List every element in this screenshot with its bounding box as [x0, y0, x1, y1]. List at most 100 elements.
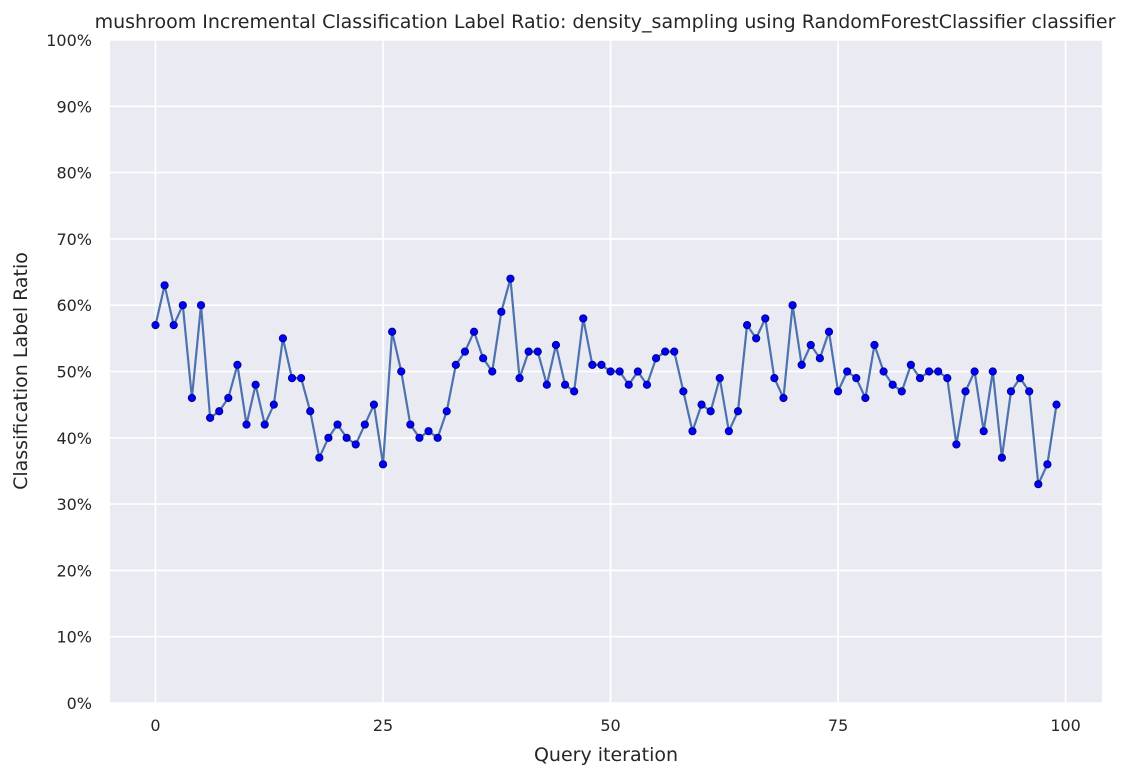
data-point — [542, 380, 551, 389]
data-point — [924, 367, 934, 376]
data-point — [833, 387, 843, 396]
data-point — [679, 387, 688, 396]
data-point — [852, 374, 861, 383]
data-point — [151, 320, 160, 330]
data-point — [979, 427, 988, 436]
y-tick-label: 10% — [56, 628, 92, 647]
data-point — [269, 400, 278, 409]
data-point — [943, 374, 952, 383]
data-point — [187, 393, 197, 403]
y-tick-label: 70% — [56, 230, 92, 249]
data-point — [1043, 460, 1052, 469]
x-tick-label: 0 — [150, 716, 160, 735]
data-point — [278, 334, 288, 343]
data-point — [815, 354, 824, 363]
data-point — [624, 380, 633, 389]
data-point — [233, 360, 242, 369]
x-axis-label: Query iteration — [534, 744, 678, 766]
data-point — [378, 460, 388, 469]
data-point — [178, 301, 187, 310]
data-point — [879, 367, 888, 376]
x-tick-label: 25 — [373, 716, 393, 735]
data-point — [497, 307, 506, 316]
data-point — [206, 413, 215, 423]
grid-lines — [110, 39, 1102, 704]
data-point — [715, 374, 724, 383]
data-point — [360, 420, 369, 429]
data-point — [469, 327, 479, 336]
data-point — [451, 360, 460, 369]
data-point — [160, 281, 169, 290]
data-point — [579, 314, 588, 323]
y-tick-label: 20% — [56, 561, 92, 580]
data-point — [369, 400, 379, 409]
data-point — [169, 320, 178, 330]
data-point — [915, 374, 925, 383]
data-point — [533, 347, 542, 356]
data-point — [260, 420, 269, 429]
data-point — [661, 347, 670, 356]
data-point — [606, 367, 615, 376]
data-point — [752, 334, 761, 343]
data-point — [706, 407, 715, 416]
data-point — [651, 354, 661, 363]
data-point — [287, 374, 297, 383]
data-point — [615, 367, 624, 376]
data-point — [442, 407, 451, 416]
data-point — [196, 301, 206, 310]
data-point — [952, 440, 961, 449]
data-point — [324, 433, 333, 442]
x-axis-ticks: 0 25 50 75 100 — [150, 716, 1080, 735]
data-point — [788, 301, 797, 310]
data-point — [779, 393, 788, 403]
y-tick-label: 50% — [56, 363, 92, 382]
data-point — [488, 367, 497, 376]
data-point — [997, 453, 1006, 462]
data-point — [460, 347, 470, 356]
data-point — [906, 360, 915, 369]
data-point — [761, 314, 770, 323]
data-point — [633, 367, 642, 376]
data-point — [1006, 387, 1016, 396]
data-point — [424, 427, 433, 436]
y-axis-label: Classification Label Ratio — [10, 252, 32, 490]
data-point — [724, 427, 733, 436]
data-point — [342, 433, 351, 442]
data-series — [151, 274, 1061, 489]
data-point — [397, 367, 406, 376]
series-line — [154, 277, 1058, 486]
data-point — [843, 367, 852, 376]
data-point — [806, 340, 815, 350]
data-point — [733, 407, 743, 416]
data-point — [297, 374, 306, 383]
data-point — [861, 393, 870, 403]
data-point — [1015, 374, 1025, 383]
data-point — [479, 354, 488, 363]
data-point — [597, 360, 606, 369]
data-point — [351, 440, 360, 449]
data-point — [524, 347, 533, 356]
data-point — [742, 320, 752, 330]
data-point — [251, 380, 260, 389]
data-point — [560, 380, 570, 389]
data-point — [315, 453, 324, 462]
data-point — [1025, 387, 1034, 396]
data-point — [588, 360, 597, 369]
data-point — [1052, 400, 1061, 409]
data-point — [570, 387, 579, 396]
x-tick-label: 100 — [1050, 716, 1081, 735]
x-tick-label: 50 — [600, 716, 620, 735]
data-point — [688, 427, 697, 436]
data-point — [406, 420, 415, 429]
data-point — [333, 420, 342, 429]
x-tick-label: 75 — [828, 716, 848, 735]
data-point — [388, 327, 397, 336]
y-tick-label: 30% — [56, 495, 92, 514]
data-point — [306, 407, 315, 416]
data-point — [642, 380, 652, 389]
data-point — [415, 433, 424, 442]
y-tick-label: 80% — [56, 164, 92, 183]
data-point — [515, 374, 524, 383]
data-point — [888, 380, 897, 389]
